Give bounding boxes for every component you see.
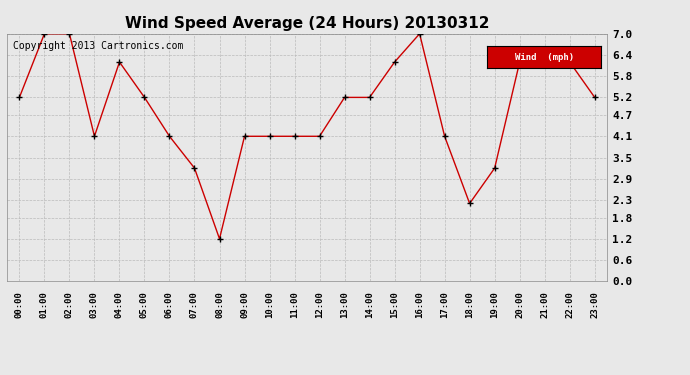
Text: Copyright 2013 Cartronics.com: Copyright 2013 Cartronics.com <box>13 41 184 51</box>
Title: Wind Speed Average (24 Hours) 20130312: Wind Speed Average (24 Hours) 20130312 <box>125 16 489 31</box>
